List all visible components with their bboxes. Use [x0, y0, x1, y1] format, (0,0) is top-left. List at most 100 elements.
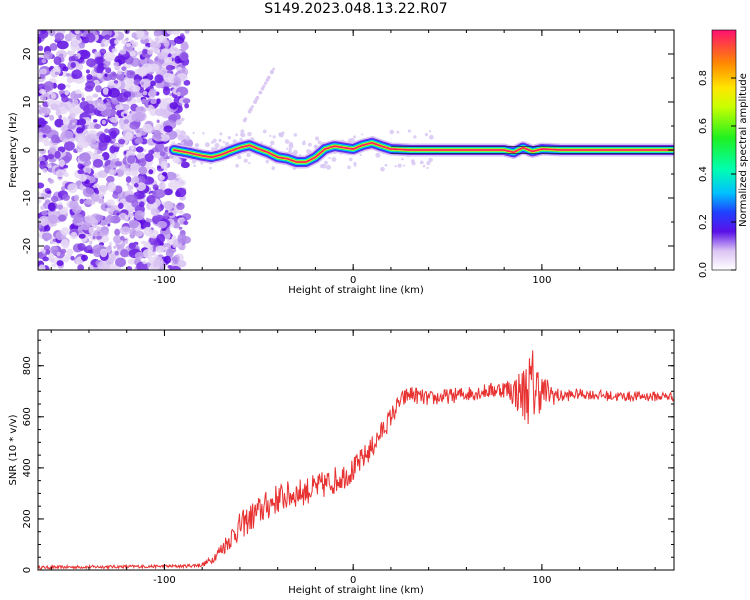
- noise-speckle: [125, 37, 129, 41]
- noise-speckle: [108, 241, 113, 246]
- noise-speckle: [202, 131, 205, 135]
- noise-speckle: [38, 137, 42, 142]
- noise-speckle: [133, 183, 139, 188]
- spectrogram-y-ticks: -20 -10 0 10 20: [22, 29, 674, 271]
- noise-speckle: [235, 133, 238, 137]
- noise-speckle: [88, 240, 93, 245]
- noise-speckle: [38, 197, 42, 204]
- noise-speckle: [142, 48, 148, 55]
- noise-speckle: [49, 42, 58, 51]
- noise-speckle: [41, 112, 45, 117]
- noise-speckle: [95, 84, 102, 93]
- noise-speckle: [94, 56, 104, 65]
- noise-speckle: [102, 229, 109, 236]
- noise-speckle: [41, 210, 49, 216]
- noise-speckle: [319, 163, 325, 169]
- noise-speckle: [353, 162, 357, 166]
- noise-speckle: [92, 158, 104, 168]
- spectrogram-y-tick-label: 10: [22, 96, 33, 109]
- noise-speckle: [123, 91, 132, 98]
- noise-speckle: [134, 30, 145, 39]
- noise-speckle: [138, 201, 145, 208]
- noise-speckle: [263, 81, 268, 85]
- noise-speckle: [111, 48, 118, 53]
- noise-speckle: [115, 257, 127, 268]
- noise-speckle: [270, 140, 275, 146]
- noise-speckle: [41, 30, 47, 34]
- noise-speckle: [125, 163, 130, 169]
- noise-speckle: [173, 36, 185, 44]
- spectrogram-y-tick-label: -10: [22, 190, 33, 206]
- noise-speckle: [88, 264, 94, 270]
- noise-speckle: [96, 72, 102, 79]
- noise-speckle: [54, 71, 59, 75]
- noise-speckle: [288, 143, 294, 149]
- noise-speckle: [269, 70, 274, 75]
- noise-speckle: [127, 184, 134, 191]
- noise-speckle: [113, 80, 119, 84]
- noise-speckle: [38, 182, 45, 189]
- noise-speckle: [129, 121, 140, 130]
- noise-speckle: [144, 153, 154, 162]
- noise-speckle: [46, 190, 52, 194]
- noise-speckle: [163, 125, 173, 133]
- noise-speckle: [214, 142, 220, 148]
- noise-speckle: [64, 141, 75, 151]
- noise-speckle: [375, 152, 381, 158]
- noise-speckle: [422, 164, 426, 168]
- noise-speckle: [85, 32, 96, 43]
- colorbar-tick-label: 0.8: [698, 70, 709, 86]
- noise-speckle: [428, 130, 432, 133]
- noise-speckle: [209, 166, 212, 170]
- noise-speckle: [307, 142, 312, 147]
- noise-speckle: [171, 235, 177, 241]
- noise-speckle: [103, 64, 107, 68]
- noise-speckle: [54, 32, 65, 41]
- snr-y-tick-label: 600: [22, 407, 33, 426]
- noise-speckle: [119, 226, 131, 235]
- noise-speckle: [43, 139, 50, 147]
- colorbar: 0.0 0.2 0.4 0.6 0.8 Normalized spectral ampl…: [698, 29, 749, 278]
- noise-speckle: [50, 134, 60, 144]
- noise-speckle: [38, 191, 42, 200]
- noise-speckle: [114, 146, 120, 153]
- ridge-core: [173, 141, 674, 163]
- noise-speckle: [134, 251, 145, 260]
- noise-speckle: [173, 47, 179, 52]
- page-title: S149.2023.048.13.22.R07: [264, 1, 448, 17]
- noise-speckle: [68, 55, 77, 63]
- noise-speckle: [428, 134, 434, 140]
- noise-speckle: [43, 224, 51, 232]
- noise-speckle: [94, 123, 102, 130]
- noise-speckle: [38, 264, 46, 270]
- noise-speckle: [84, 133, 98, 144]
- noise-speckle: [38, 106, 51, 116]
- noise-speckle: [166, 30, 176, 35]
- noise-speckle: [60, 239, 69, 247]
- noise-speckle: [134, 210, 145, 221]
- noise-speckle: [97, 141, 108, 152]
- noise-speckle: [246, 152, 251, 158]
- noise-speckle: [219, 132, 223, 136]
- noise-speckle: [114, 228, 121, 236]
- noise-speckle: [271, 166, 276, 170]
- noise-speckle: [272, 135, 276, 139]
- noise-speckle: [156, 220, 168, 229]
- spectrogram-y-tick-label: 20: [22, 48, 33, 61]
- noise-speckle: [42, 168, 48, 173]
- noise-speckle: [272, 67, 275, 71]
- noise-speckle: [62, 66, 69, 72]
- noise-speckle: [108, 265, 119, 270]
- noise-speckle: [193, 164, 196, 168]
- noise-speckle: [168, 212, 174, 216]
- noise-speckle: [255, 98, 258, 101]
- noise-speckle: [38, 104, 42, 109]
- noise-speckle: [100, 43, 105, 47]
- noise-speckle: [77, 169, 85, 175]
- noise-speckle: [56, 40, 69, 50]
- noise-speckle: [184, 30, 190, 34]
- noise-speckle: [239, 133, 243, 136]
- noise-speckle: [142, 249, 154, 259]
- noise-speckle: [79, 173, 87, 182]
- noise-speckle: [94, 189, 100, 195]
